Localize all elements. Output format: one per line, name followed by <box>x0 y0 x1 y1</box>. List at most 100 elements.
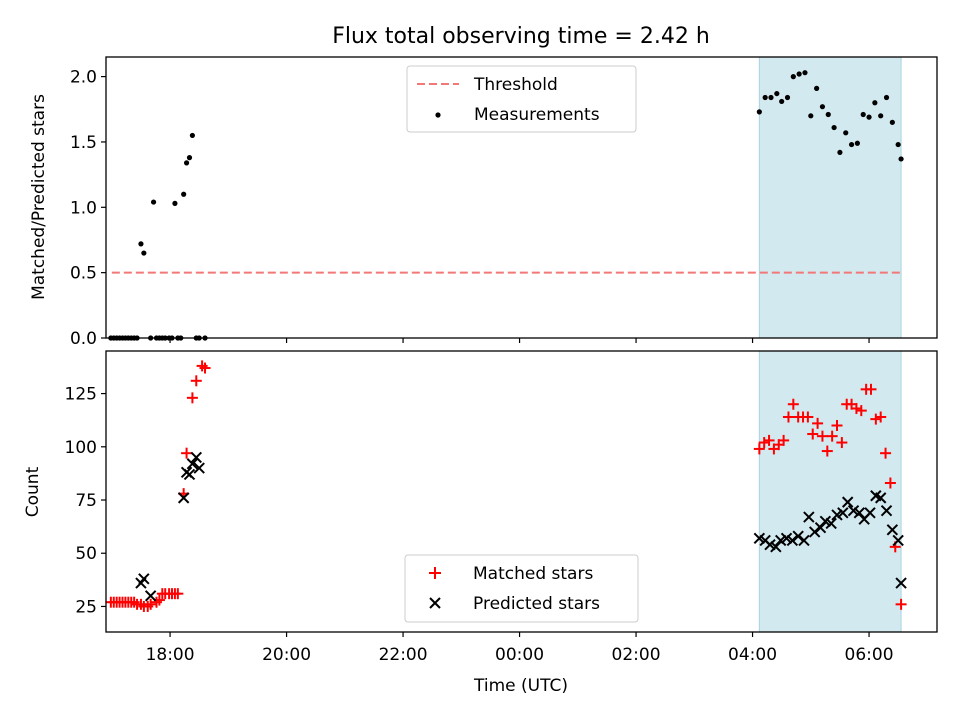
measurements-legend-label: Measurements <box>474 105 600 125</box>
top-y-tick-label: 2.0 <box>70 68 97 88</box>
x-tick-label: 20:00 <box>262 645 311 665</box>
measurements-legend-swatch <box>435 112 441 118</box>
predicted-star-stroke-b <box>895 577 907 589</box>
predicted-star-stroke-b <box>190 451 202 464</box>
matched-star-marker <box>199 362 211 374</box>
matched-star-marker <box>758 437 770 449</box>
predicted-star-marker <box>792 530 804 542</box>
measurement-point <box>796 71 802 77</box>
predicted-star-stroke-b <box>764 539 776 551</box>
bottom-legend: Matched stars Predicted stars <box>404 554 639 623</box>
matched-star-marker <box>802 411 814 423</box>
predicted-star-marker <box>814 521 827 534</box>
top-y-axis-label: Matched/Predicted stars <box>29 94 49 300</box>
threshold-legend-label: Threshold <box>473 75 558 95</box>
measurement-point <box>895 141 901 148</box>
measurement-point <box>814 85 820 91</box>
x-tick-label: 18:00 <box>146 645 195 665</box>
measurement-point <box>172 200 178 206</box>
predicted-star-marker <box>183 468 196 481</box>
predicted-star-stroke-b <box>798 534 810 547</box>
predicted-star-stroke-b <box>803 511 815 523</box>
predicted-star-stroke-b <box>841 496 854 508</box>
matched-star-marker <box>880 447 892 459</box>
matched-star-marker <box>763 434 775 446</box>
measurement-point <box>774 90 780 97</box>
top-panel: 0.00.51.01.52.0 Matched/Predicted stars … <box>29 56 938 349</box>
predicted-star-stroke-b <box>780 532 793 545</box>
predicted-star-marker <box>144 590 157 602</box>
bottom-shaded-interval <box>758 350 902 633</box>
measurement-point <box>878 113 884 119</box>
measurement-point <box>141 250 147 256</box>
matched-star-marker <box>826 430 838 442</box>
x-tick-label: 22:00 <box>379 645 428 665</box>
matched-legend-label: Matched stars <box>473 564 593 584</box>
matched-star-marker <box>821 445 833 457</box>
measurement-point <box>808 113 814 119</box>
predicted-star-marker <box>837 507 849 519</box>
top-y-tick-label: 0.5 <box>70 264 97 284</box>
bottom-y-axis: 25 50 75 100 125 <box>65 385 106 617</box>
bottom-y-axis-label: Count <box>23 466 43 517</box>
top-y-tick-label: 1.5 <box>70 133 97 153</box>
predicted-star-stroke-b <box>886 524 899 536</box>
matched-star-marker <box>850 402 862 414</box>
measurement-point <box>183 160 190 166</box>
predicted-star-marker <box>864 507 876 519</box>
predicted-star-marker <box>841 496 854 508</box>
predicted-star-stroke-b <box>874 492 887 504</box>
top-plot-frame <box>105 56 938 339</box>
measurement-point <box>181 191 187 197</box>
measurement-point <box>762 94 768 101</box>
predicted-star-stroke-b <box>786 534 799 547</box>
bottom-shaded-rect <box>758 350 902 633</box>
matched-star-marker <box>884 477 896 489</box>
predicted-star-stroke-b <box>186 458 199 470</box>
matched-star-marker <box>831 420 843 432</box>
predicted-star-stroke-b <box>753 532 766 545</box>
measurement-point <box>138 241 144 247</box>
measurement-point <box>898 156 904 162</box>
predicted-stars-group <box>135 451 907 602</box>
predicted-star-marker <box>190 451 202 464</box>
predicted-star-stroke-b <box>193 462 205 474</box>
predicted-star-stroke-b <box>825 517 837 530</box>
predicted-star-stroke-b <box>814 521 827 534</box>
top-y-axis: 0.0 0.5 1.0 1.5 2.0 <box>70 68 106 349</box>
figure-title: Flux total observing time = 2.42 h <box>332 24 710 49</box>
predicted-legend-label: Predicted stars <box>473 594 600 614</box>
predicted-star-marker <box>892 534 904 547</box>
measurement-point <box>866 114 872 120</box>
matched-star-marker <box>807 428 819 440</box>
predicted-star-marker <box>786 534 799 547</box>
bottom-x-axis: 18:00 20:00 22:00 00:00 02:00 04:00 06:00 <box>146 632 894 665</box>
predicted-star-marker <box>193 462 205 474</box>
predicted-star-marker <box>808 526 821 538</box>
predicted-star-marker <box>186 458 199 470</box>
x-tick-label: 00:00 <box>495 645 544 665</box>
matched-star-marker <box>181 447 193 459</box>
measurement-point <box>825 111 831 118</box>
predicted-star-stroke-b <box>792 530 804 542</box>
predicted-star-stroke-b <box>770 541 782 553</box>
predicted-star-marker <box>798 534 810 547</box>
bottom-y-tick-label: 25 <box>75 597 97 617</box>
measurement-point <box>756 109 762 115</box>
matched-star-marker <box>855 405 867 417</box>
matched-star-marker <box>865 383 877 395</box>
top-shaded-interval <box>758 56 902 339</box>
matched-star-marker <box>782 411 794 423</box>
matched-star-marker <box>787 398 799 410</box>
top-y-tick-label: 1.0 <box>70 198 97 218</box>
predicted-star-stroke-b <box>892 534 904 547</box>
predicted-star-stroke-b <box>847 504 860 517</box>
predicted-star-marker <box>874 492 887 504</box>
predicted-star-stroke-b <box>177 492 190 504</box>
matched-star-marker <box>875 411 887 423</box>
matched-star-marker <box>895 598 907 610</box>
matched-star-marker <box>812 417 824 429</box>
top-x-ticks <box>169 338 870 343</box>
measurement-point <box>189 132 196 139</box>
